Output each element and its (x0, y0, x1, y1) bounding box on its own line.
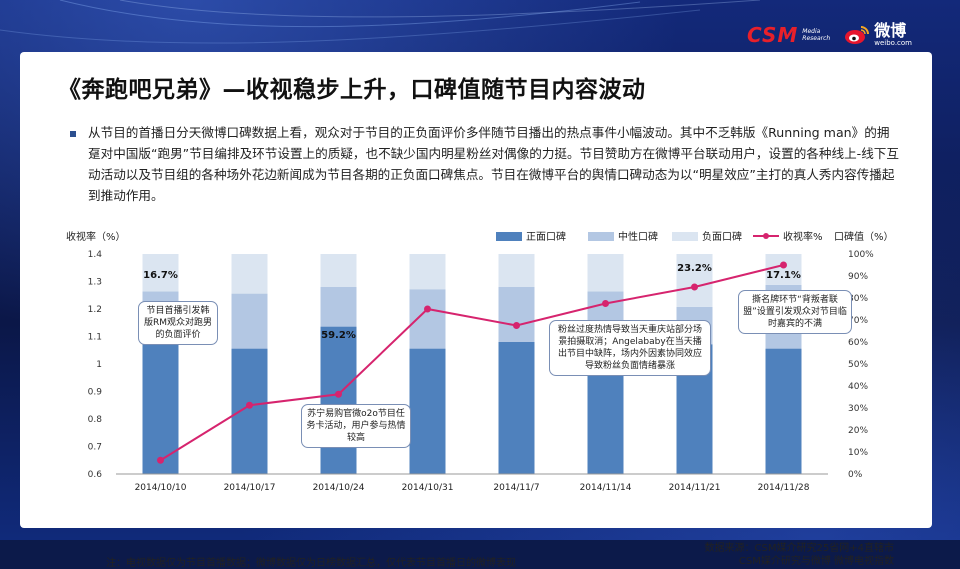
legend-marker (763, 233, 769, 239)
left-tick-label: 1.4 (88, 250, 103, 260)
left-tick-label: 1.3 (88, 278, 102, 288)
right-tick-label: 80% (848, 294, 868, 304)
x-tick-label: 2014/11/28 (758, 483, 810, 493)
right-tick-label: 60% (848, 338, 868, 348)
x-tick-label: 2014/10/24 (313, 483, 365, 493)
slide-title: 《奔跑吧兄弟》—收视稳步上升，口碑值随节目内容波动 (58, 77, 646, 103)
right-tick-label: 10% (848, 448, 868, 458)
line-series (159, 264, 784, 462)
line-point (602, 300, 609, 307)
data-label: 23.2% (677, 263, 712, 274)
left-tick-label: 0.8 (88, 415, 103, 425)
line-point (780, 261, 787, 269)
right-tick-label: 20% (848, 426, 868, 436)
bar-segment (320, 287, 357, 327)
bar-segment (409, 348, 446, 474)
bar-segment (142, 254, 179, 292)
bullet-square (70, 131, 76, 137)
weibo-url: weibo.com (874, 39, 912, 47)
legend-label: 负面口碑 (702, 230, 742, 243)
header-logos: CSM Media Research 微博 weibo.com (747, 20, 912, 50)
data-source: 数据来源：CSM媒介研究25省网+4直辖市 CSM媒介研究与微博 微博电视指数 (705, 542, 894, 568)
right-tick-label: 40% (848, 382, 868, 392)
left-tick-label: 1 (96, 360, 102, 370)
bar-segment (409, 254, 446, 290)
legend-label: 正面口碑 (526, 230, 566, 243)
bar-segment (231, 348, 268, 474)
legend-swatch (672, 232, 698, 241)
line-point (691, 283, 698, 291)
annotation-premiere: 节目首播引发韩版RM观众对跑男的负面评价 (138, 301, 218, 345)
bar-segment (409, 289, 446, 349)
left-tick-label: 1.2 (88, 305, 102, 315)
line-point (513, 322, 520, 329)
weibo-eye-icon (845, 26, 870, 44)
csm-logo: CSM Media Research (747, 23, 830, 47)
bar-segment (142, 335, 179, 474)
annotation-suning: 苏宁易购官微o2o节目任务卡活动，用户参与热情较高 (301, 404, 411, 448)
line-point (424, 305, 431, 313)
bar-segment (587, 254, 624, 292)
bar-segment (676, 254, 713, 307)
x-tick-label: 2014/11/21 (669, 483, 721, 493)
content-card: 《奔跑吧兄弟》—收视稳步上升，口碑值随节目内容波动 从节目的首播日分天微博口碑数… (20, 52, 932, 569)
right-tick-label: 100% (848, 250, 874, 260)
bar-segment (765, 254, 802, 285)
bar-segment (320, 254, 357, 287)
line-point (335, 390, 342, 398)
right-tick-label: 90% (848, 272, 868, 282)
bar-segment (231, 254, 268, 294)
left-tick-label: 1.1 (88, 333, 102, 343)
weibo-logo-text: 微博 (874, 21, 907, 40)
left-tick-label: 0.6 (88, 470, 103, 480)
footnote: 注：电视数据仅为节目首播数据；微博数据仅为日榜数据汇总，仅代表节目首播日的微博表… (106, 558, 516, 569)
weibo-logo: 微博 weibo.com (844, 23, 912, 47)
bar-segment (498, 254, 535, 287)
bar-segment (765, 348, 802, 474)
data-label: 17.1% (766, 270, 801, 281)
annotation-tag-game: 撕名牌环节“背叛者联盟”设置引发观众对节目临时嘉宾的不满 (738, 290, 852, 334)
right-tick-label: 30% (848, 404, 868, 414)
bar-segment (231, 293, 268, 349)
x-tick-label: 2014/10/10 (135, 483, 187, 493)
background-streaks (0, 0, 761, 44)
x-tick-label: 2014/10/17 (224, 483, 276, 493)
data-label: 16.7% (143, 270, 178, 281)
left-tick-label: 0.7 (88, 443, 102, 453)
right-tick-label: 0% (848, 470, 863, 480)
body-paragraph: 从节目的首播日分天微博口碑数据上看，观众对于节目的正负面评价多伴随节目播出的热点… (88, 125, 899, 203)
x-tick-label: 2014/11/14 (580, 483, 632, 493)
legend-swatch (496, 232, 522, 241)
line-point (246, 401, 253, 409)
csm-logo-text: CSM (747, 23, 799, 47)
right-axis-title: 口碑值（%） (834, 230, 894, 243)
right-tick-label: 70% (848, 316, 868, 326)
data-source-line-2: CSM媒介研究与微博 微博电视指数 (738, 556, 894, 567)
legend-swatch (588, 232, 614, 241)
bar-segment (498, 287, 535, 342)
data-source-line-1: 数据来源：CSM媒介研究25省网+4直辖市 (704, 543, 894, 554)
left-axis-title: 收视率（%） (66, 230, 126, 243)
line-point (157, 456, 164, 464)
bar-segment (320, 326, 357, 474)
left-tick-label: 0.9 (88, 388, 103, 398)
x-tick-label: 2014/11/7 (493, 483, 539, 493)
bar-segment (498, 342, 535, 474)
data-label: 59.2% (321, 330, 356, 341)
csm-logo-subtitle: Media Research (802, 28, 831, 42)
legend-label: 中性口碑 (618, 230, 658, 243)
annotation-chongqing: 粉丝过度热情导致当天重庆站部分场景拍摄取消；Angelababy在当天播出节目中… (549, 320, 711, 376)
right-tick-label: 50% (848, 360, 868, 370)
x-tick-label: 2014/10/31 (402, 483, 454, 493)
legend-label: 收视率% (783, 230, 823, 243)
